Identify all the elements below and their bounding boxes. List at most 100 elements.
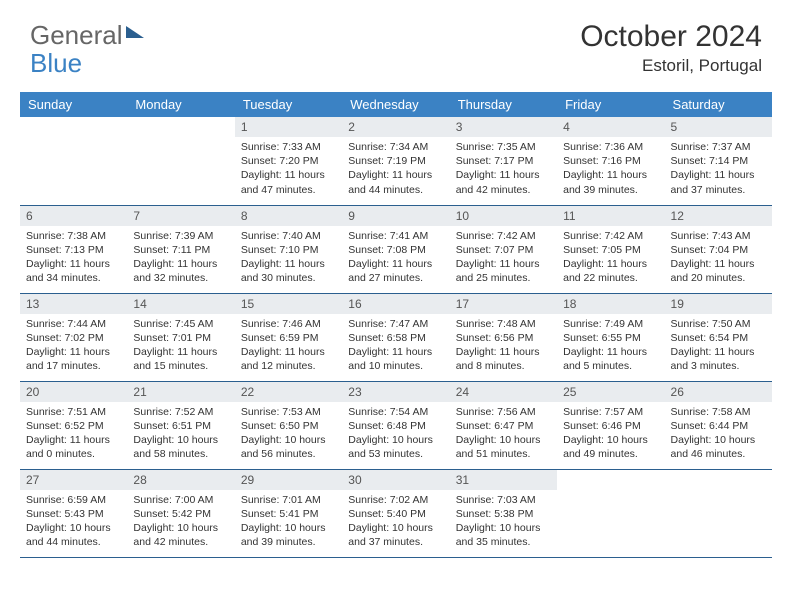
sunset-text: Sunset: 7:19 PM	[348, 154, 443, 168]
empty-cell	[557, 469, 664, 557]
day-content: Sunrise: 7:58 AMSunset: 6:44 PMDaylight:…	[665, 402, 772, 466]
day-content: Sunrise: 7:49 AMSunset: 6:55 PMDaylight:…	[557, 314, 664, 378]
empty-cell	[127, 117, 234, 205]
sunrise-text: Sunrise: 7:38 AM	[26, 229, 121, 243]
empty-cell	[20, 117, 127, 205]
sunrise-text: Sunrise: 7:35 AM	[456, 140, 551, 154]
logo-triangle-icon	[126, 26, 144, 38]
day-cell: 23Sunrise: 7:54 AMSunset: 6:48 PMDayligh…	[342, 381, 449, 469]
daylight-text: Daylight: 11 hours and 27 minutes.	[348, 257, 443, 285]
day-cell: 9Sunrise: 7:41 AMSunset: 7:08 PMDaylight…	[342, 205, 449, 293]
day-number: 19	[665, 294, 772, 314]
daylight-text: Daylight: 11 hours and 42 minutes.	[456, 168, 551, 196]
sunset-text: Sunset: 7:07 PM	[456, 243, 551, 257]
sunrise-text: Sunrise: 7:02 AM	[348, 493, 443, 507]
day-content: Sunrise: 7:52 AMSunset: 6:51 PMDaylight:…	[127, 402, 234, 466]
sunrise-text: Sunrise: 7:52 AM	[133, 405, 228, 419]
day-content: Sunrise: 7:44 AMSunset: 7:02 PMDaylight:…	[20, 314, 127, 378]
weekday-monday: Monday	[127, 92, 234, 117]
sunrise-text: Sunrise: 7:39 AM	[133, 229, 228, 243]
day-content: Sunrise: 7:37 AMSunset: 7:14 PMDaylight:…	[665, 137, 772, 201]
daylight-text: Daylight: 11 hours and 34 minutes.	[26, 257, 121, 285]
day-content: Sunrise: 7:42 AMSunset: 7:05 PMDaylight:…	[557, 226, 664, 290]
day-content: Sunrise: 6:59 AMSunset: 5:43 PMDaylight:…	[20, 490, 127, 554]
week-row: 27Sunrise: 6:59 AMSunset: 5:43 PMDayligh…	[20, 469, 772, 557]
day-cell: 2Sunrise: 7:34 AMSunset: 7:19 PMDaylight…	[342, 117, 449, 205]
sunset-text: Sunset: 5:42 PM	[133, 507, 228, 521]
day-number: 30	[342, 470, 449, 490]
weekday-thursday: Thursday	[450, 92, 557, 117]
day-number: 20	[20, 382, 127, 402]
daylight-text: Daylight: 11 hours and 12 minutes.	[241, 345, 336, 373]
day-cell: 14Sunrise: 7:45 AMSunset: 7:01 PMDayligh…	[127, 293, 234, 381]
title-block: October 2024 Estoril, Portugal	[580, 20, 762, 76]
daylight-text: Daylight: 10 hours and 44 minutes.	[26, 521, 121, 549]
sunrise-text: Sunrise: 7:03 AM	[456, 493, 551, 507]
day-number: 11	[557, 206, 664, 226]
daylight-text: Daylight: 11 hours and 20 minutes.	[671, 257, 766, 285]
daylight-text: Daylight: 11 hours and 8 minutes.	[456, 345, 551, 373]
day-cell: 28 Sunrise: 7:00 AMSunset: 5:42 PMDayligh…	[127, 469, 234, 557]
sunrise-text: Sunrise: 7:00 AM	[133, 493, 228, 507]
day-cell: 13Sunrise: 7:44 AMSunset: 7:02 PMDayligh…	[20, 293, 127, 381]
weekday-tuesday: Tuesday	[235, 92, 342, 117]
day-cell: 19Sunrise: 7:50 AMSunset: 6:54 PMDayligh…	[665, 293, 772, 381]
daylight-text: Daylight: 11 hours and 37 minutes.	[671, 168, 766, 196]
brand-logo: General	[30, 20, 144, 51]
day-cell: 11Sunrise: 7:42 AMSunset: 7:05 PMDayligh…	[557, 205, 664, 293]
day-number: 10	[450, 206, 557, 226]
daylight-text: Daylight: 11 hours and 3 minutes.	[671, 345, 766, 373]
day-number: 21	[127, 382, 234, 402]
daylight-text: Daylight: 11 hours and 22 minutes.	[563, 257, 658, 285]
sunrise-text: Sunrise: 7:56 AM	[456, 405, 551, 419]
sunrise-text: Sunrise: 7:41 AM	[348, 229, 443, 243]
day-content: Sunrise: 7:40 AMSunset: 7:10 PMDaylight:…	[235, 226, 342, 290]
weekday-sunday: Sunday	[20, 92, 127, 117]
brand-line2: Blue	[30, 48, 82, 79]
day-cell: 10Sunrise: 7:42 AMSunset: 7:07 PMDayligh…	[450, 205, 557, 293]
day-content: Sunrise: 7:46 AMSunset: 6:59 PMDaylight:…	[235, 314, 342, 378]
day-content: Sunrise: 7:57 AMSunset: 6:46 PMDaylight:…	[557, 402, 664, 466]
day-number: 25	[557, 382, 664, 402]
sunset-text: Sunset: 6:52 PM	[26, 419, 121, 433]
sunset-text: Sunset: 6:46 PM	[563, 419, 658, 433]
sunrise-text: Sunrise: 7:42 AM	[563, 229, 658, 243]
weekday-wednesday: Wednesday	[342, 92, 449, 117]
day-number: 12	[665, 206, 772, 226]
header: General October 2024 Estoril, Portugal	[0, 0, 792, 84]
brand-part1: General	[30, 20, 123, 51]
sunset-text: Sunset: 7:13 PM	[26, 243, 121, 257]
sunset-text: Sunset: 7:05 PM	[563, 243, 658, 257]
day-cell: 12Sunrise: 7:43 AMSunset: 7:04 PMDayligh…	[665, 205, 772, 293]
daylight-text: Daylight: 10 hours and 35 minutes.	[456, 521, 551, 549]
sunset-text: Sunset: 5:41 PM	[241, 507, 336, 521]
day-cell: 18Sunrise: 7:49 AMSunset: 6:55 PMDayligh…	[557, 293, 664, 381]
day-number: 14	[127, 294, 234, 314]
day-cell: 22Sunrise: 7:53 AMSunset: 6:50 PMDayligh…	[235, 381, 342, 469]
sunrise-text: Sunrise: 7:36 AM	[563, 140, 658, 154]
day-cell: 17Sunrise: 7:48 AMSunset: 6:56 PMDayligh…	[450, 293, 557, 381]
day-number: 29	[235, 470, 342, 490]
calendar-table: SundayMondayTuesdayWednesdayThursdayFrid…	[20, 92, 772, 558]
sunset-text: Sunset: 6:59 PM	[241, 331, 336, 345]
daylight-text: Daylight: 10 hours and 42 minutes.	[133, 521, 228, 549]
sunset-text: Sunset: 6:55 PM	[563, 331, 658, 345]
weekday-friday: Friday	[557, 92, 664, 117]
sunset-text: Sunset: 7:08 PM	[348, 243, 443, 257]
sunrise-text: Sunrise: 7:53 AM	[241, 405, 336, 419]
sunrise-text: Sunrise: 7:46 AM	[241, 317, 336, 331]
sunrise-text: Sunrise: 7:51 AM	[26, 405, 121, 419]
day-number: 16	[342, 294, 449, 314]
day-number: 28	[127, 470, 234, 490]
day-cell: 31Sunrise: 7:03 AMSunset: 5:38 PMDayligh…	[450, 469, 557, 557]
day-content: Sunrise: 7:36 AMSunset: 7:16 PMDaylight:…	[557, 137, 664, 201]
day-cell: 21Sunrise: 7:52 AMSunset: 6:51 PMDayligh…	[127, 381, 234, 469]
day-number: 4	[557, 117, 664, 137]
sunrise-text: Sunrise: 7:58 AM	[671, 405, 766, 419]
sunset-text: Sunset: 5:40 PM	[348, 507, 443, 521]
daylight-text: Daylight: 11 hours and 10 minutes.	[348, 345, 443, 373]
day-cell: 29Sunrise: 7:01 AMSunset: 5:41 PMDayligh…	[235, 469, 342, 557]
day-number: 1	[235, 117, 342, 137]
week-row: 1Sunrise: 7:33 AMSunset: 7:20 PMDaylight…	[20, 117, 772, 205]
daylight-text: Daylight: 10 hours and 46 minutes.	[671, 433, 766, 461]
